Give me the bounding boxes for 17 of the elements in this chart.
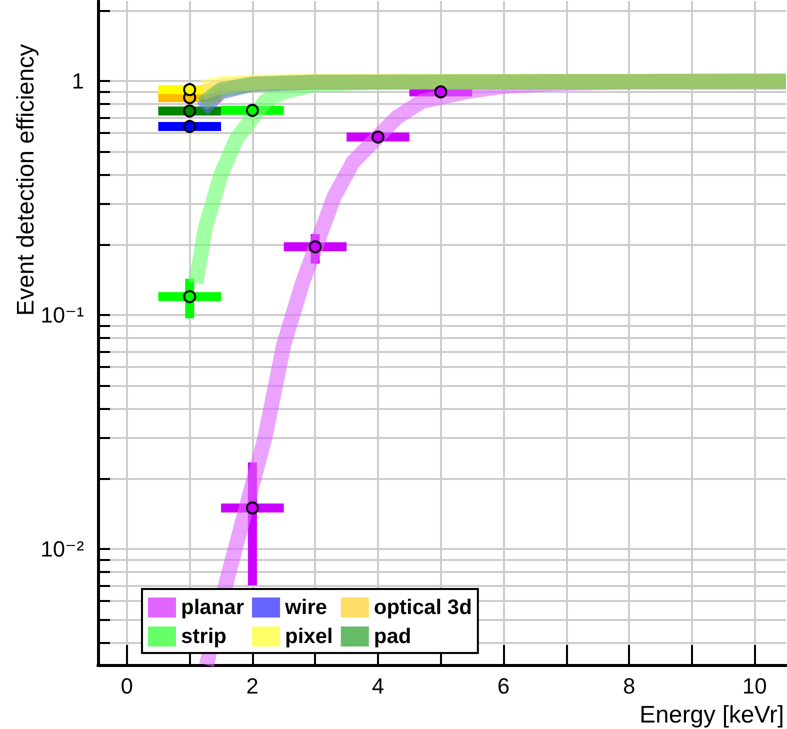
y-axis-title: Event detection efficiency [12,44,40,316]
x-tick-label: 0 [120,674,133,698]
y-tick-label: 1 [72,68,84,94]
x-tick-label: 2 [246,674,259,698]
x-tick-label: 8 [622,674,636,698]
x-tick-label: 6 [497,674,510,698]
legend-label: planar [181,596,244,619]
legend-label: pixel [285,625,333,648]
legend-label: optical 3d [374,596,472,619]
x-axis-title: Energy [keVr] [639,702,784,728]
y-tick-label: 10⁻² [40,536,84,562]
legend-label: wire [284,596,328,619]
x-tick-label: 4 [372,674,384,698]
x-tick-label: 10 [742,674,767,698]
y-tick-label: 10⁻¹ [40,302,84,328]
legend-label: pad [374,625,412,648]
legend-label: strip [181,625,227,648]
